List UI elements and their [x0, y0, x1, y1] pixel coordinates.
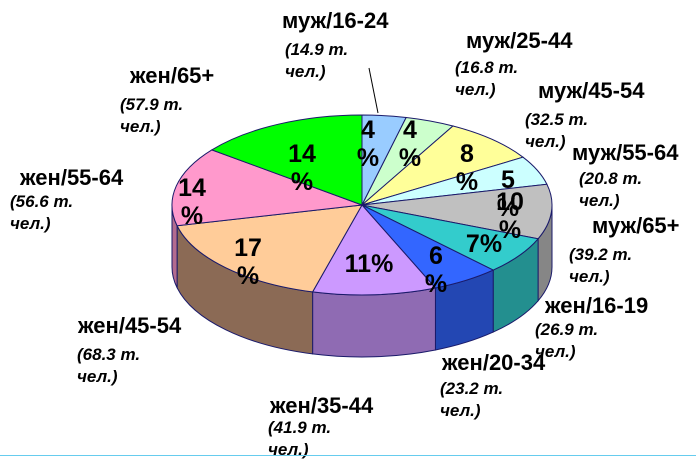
leader-line	[368, 67, 379, 114]
slice-category-label: муж/25-44	[466, 28, 573, 53]
bottom-divider	[0, 455, 696, 456]
slice-category-label: жен/16-19	[544, 293, 648, 318]
slice-value-label: (14.9 т. чел.)	[285, 40, 348, 81]
pie-slice	[311, 204, 437, 296]
slice-category-label: муж/65+	[592, 213, 680, 238]
data-label: 17%	[234, 234, 262, 290]
data-label: 7%	[466, 230, 502, 258]
slice-value-label: (56.6 т. чел.)	[10, 192, 73, 233]
data-label: 14%	[178, 174, 206, 230]
pie-top	[171, 114, 553, 296]
slice-value-label: (32.5 т. чел.)	[525, 110, 588, 151]
data-label: 5%	[497, 166, 519, 222]
slice-category-label: жен/55-64	[19, 165, 124, 190]
slice-value-label: (41.9 т. чел.)	[268, 418, 331, 459]
pie-slice	[176, 204, 363, 293]
data-label: 10%	[496, 188, 524, 244]
data-label: 4%	[399, 116, 421, 172]
pie-slice	[361, 183, 553, 240]
slice-category-label: муж/55-64	[572, 140, 679, 165]
slice-value-label: (23.2 т. чел.)	[440, 379, 503, 420]
pie-slice	[210, 114, 363, 206]
slice-category-label: жен/45-54	[77, 313, 182, 338]
slice-value-label: (68.3 т. чел.)	[77, 345, 140, 386]
slice-value-label: (20.8 т. чел.)	[579, 169, 642, 210]
slice-value-label: (16.8 т. чел.)	[455, 58, 518, 99]
slice-value-label: (57.9 т. чел.)	[120, 95, 183, 136]
pie-slice	[361, 125, 525, 206]
data-label: 8%	[456, 140, 478, 196]
slice-category-label: жен/20-34	[441, 350, 546, 375]
pie-sides	[171, 204, 553, 358]
data-label: 11%	[345, 250, 394, 278]
slice-value-label: (39.2 т. чел.)	[569, 245, 632, 286]
pie-slice-side	[312, 287, 436, 358]
data-label: 4%	[357, 116, 379, 172]
slice-category-label: жен/65+	[129, 63, 214, 88]
data-label: 6%	[425, 242, 447, 298]
slice-category-label: муж/45-54	[538, 78, 645, 103]
pie-slice	[171, 149, 363, 227]
slice-category-label: муж/16-24	[282, 8, 389, 33]
slice-category-label: жен/35-44	[269, 393, 374, 418]
slice-value-label: (26.9 т. чел.)	[535, 320, 598, 361]
data-label: 14%	[288, 140, 316, 196]
